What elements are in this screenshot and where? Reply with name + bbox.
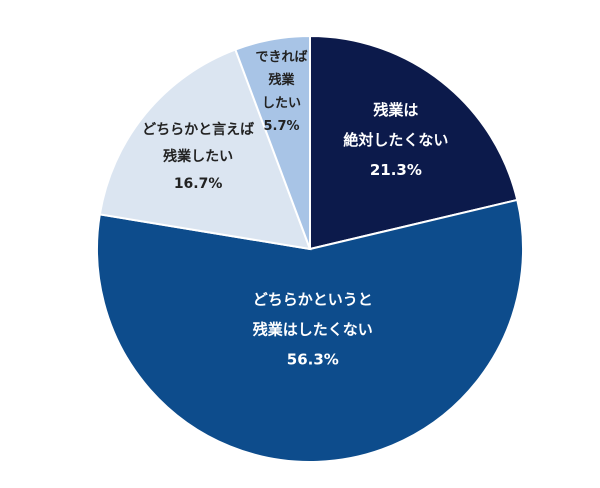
value-label: 56.3% bbox=[287, 350, 339, 368]
value-label: 5.7% bbox=[264, 119, 300, 134]
slice-label: どちらかと言えば bbox=[142, 121, 254, 138]
value-label: 16.7% bbox=[174, 176, 223, 192]
pie-slice bbox=[309, 34, 519, 251]
slice-label: どちらかというと bbox=[253, 290, 373, 308]
pie-slice bbox=[98, 48, 312, 251]
slice-label: 残業したい bbox=[163, 148, 233, 165]
value-label: 21.3% bbox=[370, 161, 422, 179]
slice-label: したい bbox=[262, 96, 301, 111]
slice-label: 絶対したくない bbox=[343, 131, 448, 149]
slice-label: できれば bbox=[256, 50, 308, 65]
pie-slice bbox=[96, 198, 524, 463]
slice-label: 残業はしたくない bbox=[253, 320, 373, 338]
pie-slice bbox=[234, 34, 311, 250]
slice-label: 残業 bbox=[269, 72, 296, 88]
slice-label: 残業は bbox=[373, 101, 418, 119]
